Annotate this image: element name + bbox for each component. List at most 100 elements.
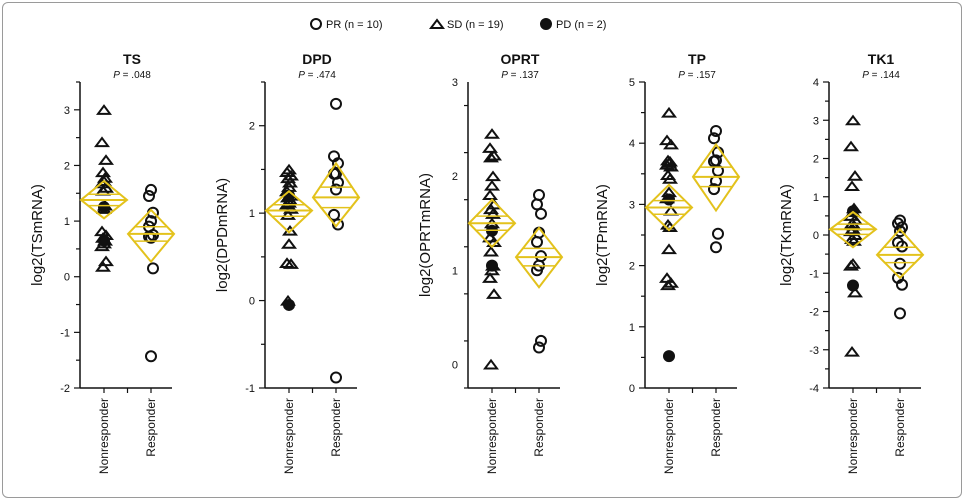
y-tick-label: 2 — [452, 171, 458, 183]
panel-oprt: OPRT P = .137 0 1 2 3 log2(OPRTmRNA) Nonrespond… — [417, 51, 564, 474]
y-axis-label: log2(TKmRNA) — [778, 184, 795, 286]
sd-triangle-point — [482, 272, 498, 283]
panel-ts: TS P = .048 -2 -1 0 1 2 3 log2(TSmRNA) Nonrespond… — [29, 51, 176, 474]
x-tick-label: Nonresponder — [97, 398, 111, 474]
p-value: P = .048 — [113, 70, 151, 81]
pr-circle-point — [145, 350, 157, 363]
pd-filled-point — [486, 259, 498, 272]
y-tick-label: 1 — [249, 208, 255, 220]
sd-triangle-point — [94, 136, 110, 148]
sd-triangle-point — [485, 208, 501, 219]
sd-triangle-point — [98, 154, 114, 165]
sd-triangle-point — [847, 170, 863, 181]
y-tick-label: -2 — [60, 383, 70, 395]
y-tick-label: 0 — [813, 230, 819, 242]
legend-circle-icon — [310, 18, 322, 30]
panel-title: OPRT — [501, 51, 540, 67]
pd-filled-point — [663, 350, 675, 363]
sd-triangle-point — [482, 142, 498, 153]
pd-filled-point — [283, 298, 295, 311]
x-tick-label: Responder — [709, 398, 723, 457]
y-axis-label: log2(DPDmRNA) — [214, 178, 231, 292]
p-value: P = .144 — [862, 70, 900, 81]
sd-triangle-point — [844, 345, 860, 357]
pr-circle-point — [330, 371, 342, 384]
sd-triangle-point — [486, 288, 502, 299]
sd-triangle-point — [281, 238, 297, 249]
pr-circle-point — [143, 190, 155, 203]
pr-circle-point — [328, 208, 340, 221]
x-tick-label: Responder — [144, 398, 158, 457]
panel-tp: TP P = .157 0 1 2 3 4 5 log2(TPmRNA) Nonresponder… — [594, 51, 741, 474]
legend-label: PD (n = 2) — [556, 19, 606, 31]
pd-filled-point — [847, 279, 859, 292]
sd-triangle-point — [660, 279, 676, 291]
sd-triangle-point — [843, 259, 859, 271]
y-tick-label: 0 — [64, 272, 70, 284]
pr-circle-point — [533, 188, 545, 201]
pr-circle-point — [330, 97, 342, 110]
y-tick-label: 2 — [64, 160, 70, 172]
y-tick-label: 4 — [813, 77, 819, 89]
x-tick-label: Responder — [329, 398, 343, 457]
y-tick-label: -1 — [60, 327, 70, 339]
sd-triangle-point — [844, 180, 860, 192]
sd-triangle-point — [282, 176, 298, 188]
pr-circle-point — [896, 278, 908, 291]
p-value: P = .474 — [298, 70, 336, 81]
sd-triangle-point — [482, 189, 498, 200]
y-tick-label: 0 — [452, 359, 458, 371]
y-tick-label: 1 — [813, 192, 819, 204]
sd-triangle-point — [845, 114, 861, 126]
pd-filled-point — [663, 193, 675, 206]
sd-triangle-point — [483, 358, 499, 370]
x-tick-label: Nonresponder — [846, 398, 860, 474]
sd-triangle-point — [662, 173, 678, 184]
y-tick-label: 2 — [249, 121, 255, 133]
y-tick-label: 3 — [813, 115, 819, 127]
y-tick-label: 2 — [629, 261, 635, 273]
y-tick-label: 3 — [629, 199, 635, 211]
pr-circle-point — [147, 262, 159, 275]
pr-circle-point — [894, 307, 906, 320]
x-tick-label: Nonresponder — [282, 398, 296, 474]
pr-circle-point — [531, 236, 543, 249]
sd-triangle-point — [663, 160, 679, 172]
panel-title: TK1 — [868, 51, 895, 67]
sd-triangle-point — [661, 106, 677, 118]
y-axis-label: log2(TPmRNA) — [594, 184, 611, 286]
sd-triangle-point — [280, 209, 296, 220]
pr-circle-point — [535, 207, 547, 220]
sd-triangle-point — [283, 203, 299, 214]
panel-title: TP — [688, 51, 706, 67]
pr-circle-point — [330, 183, 342, 196]
y-tick-label: 5 — [629, 77, 635, 89]
pd-filled-point — [98, 201, 110, 214]
sd-triangle-point — [846, 235, 862, 246]
sd-triangle-point — [283, 258, 299, 269]
y-tick-label: 3 — [452, 77, 458, 89]
pr-circle-point — [894, 257, 906, 270]
legend-triangle-icon — [429, 18, 445, 29]
x-tick-label: Nonresponder — [485, 398, 499, 474]
p-value: P = .137 — [501, 70, 539, 81]
legend: PR (n = 10) SD (n = 19) PD (n = 2) — [310, 18, 606, 31]
sd-triangle-point — [661, 243, 677, 255]
sd-triangle-point — [843, 140, 859, 152]
legend-label: PR (n = 10) — [326, 19, 383, 31]
x-tick-label: Responder — [532, 398, 546, 457]
y-tick-label: 4 — [629, 138, 635, 150]
sd-triangle-point — [95, 261, 111, 272]
sd-triangle-point — [483, 245, 499, 257]
pr-circle-point — [712, 227, 724, 240]
y-tick-label: 1 — [64, 216, 70, 228]
y-axis-label: log2(OPRTmRNA) — [417, 173, 434, 297]
x-tick-label: Responder — [893, 398, 907, 457]
sd-triangle-point — [484, 179, 500, 191]
y-axis-label: log2(TSmRNA) — [29, 184, 46, 286]
legend-label: SD (n = 19) — [447, 19, 504, 31]
pr-circle-point — [710, 241, 722, 254]
pr-circle-point — [145, 183, 157, 196]
pr-circle-point — [535, 334, 547, 347]
